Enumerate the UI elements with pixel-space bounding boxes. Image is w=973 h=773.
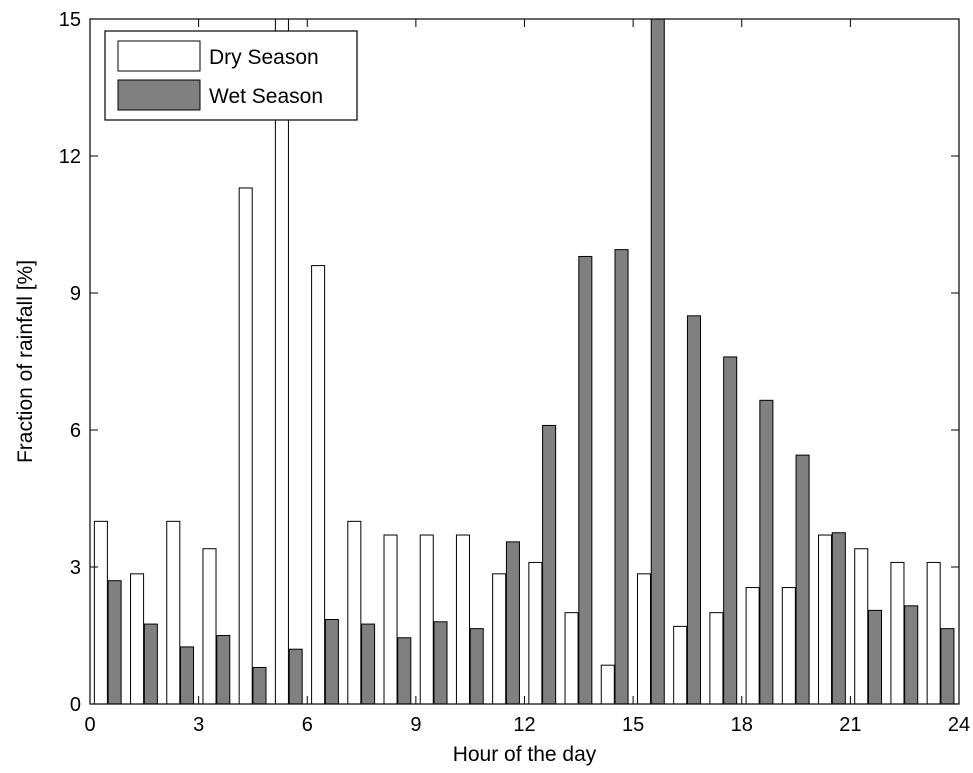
bar-wet-hour-2	[180, 646, 195, 705]
bar-dry-hour-17	[709, 612, 724, 705]
bar-dry-hour-13	[564, 612, 579, 705]
y-tick-label-12: 12	[59, 146, 81, 168]
y-tick-label-15: 15	[59, 9, 81, 31]
bar-wet-hour-17	[723, 356, 738, 705]
bar-dry-hour-7	[347, 520, 362, 705]
bar-wet-hour-6	[324, 619, 339, 705]
bar-wet-hour-10	[469, 628, 484, 705]
bar-wet-hour-21	[867, 609, 883, 705]
bar-dry-hour-0	[93, 520, 108, 705]
bar-wet-hour-18	[759, 399, 774, 705]
bar-dry-hour-18	[745, 587, 760, 705]
x-axis-label: Hour of the day	[453, 743, 597, 766]
x-tick-label-18: 18	[731, 714, 753, 736]
bar-dry-hour-3	[202, 548, 217, 705]
x-tick-label-24: 24	[948, 714, 970, 736]
bars-layer	[93, 18, 955, 705]
bar-dry-hour-4	[238, 187, 253, 705]
bar-wet-hour-23	[940, 628, 955, 705]
bar-wet-hour-5	[288, 648, 303, 705]
bar-wet-hour-7	[361, 623, 376, 705]
bar-dry-hour-16	[673, 625, 688, 705]
bar-dry-hour-14	[600, 664, 615, 705]
legend-label-wet-season: Wet Season	[209, 85, 323, 108]
y-tick-label-9: 9	[70, 283, 81, 305]
bar-dry-hour-15	[636, 573, 652, 705]
x-tick-label-3: 3	[193, 714, 204, 736]
bar-wet-hour-15	[650, 18, 665, 705]
bar-dry-hour-22	[890, 561, 905, 705]
y-tick-label-6: 6	[70, 420, 81, 442]
bar-wet-hour-11	[505, 541, 520, 705]
bar-wet-hour-0	[107, 580, 122, 705]
bar-wet-hour-3	[216, 635, 231, 705]
legend-label-dry-season: Dry Season	[209, 46, 319, 69]
bar-dry-hour-20	[818, 534, 833, 705]
bar-wet-hour-8	[397, 637, 412, 705]
y-tick-label-0: 0	[70, 694, 81, 716]
bar-dry-hour-23	[926, 561, 941, 705]
bar-wet-hour-22	[904, 605, 919, 705]
ticks-layer: 0 3 6 9 12 15 18 21 24 0 3 6 9 12 15	[59, 9, 970, 736]
legend-swatch-wet-season	[117, 79, 201, 111]
bar-dry-hour-19	[781, 587, 796, 705]
x-tick-label-12: 12	[513, 714, 535, 736]
bar-dry-hour-5	[274, 18, 289, 705]
bar-wet-hour-4	[252, 666, 267, 705]
bar-wet-hour-16	[686, 315, 701, 705]
bar-dry-hour-8	[383, 534, 398, 705]
x-tick-label-6: 6	[302, 714, 313, 736]
bar-dry-hour-12	[528, 561, 543, 705]
x-tick-label-0: 0	[84, 714, 95, 736]
x-tick-label-21: 21	[839, 714, 861, 736]
bar-wet-hour-19	[795, 454, 810, 705]
legend: Dry Season Wet Season	[104, 30, 358, 121]
bar-wet-hour-1	[143, 623, 158, 705]
bar-wet-hour-20	[831, 532, 846, 705]
bar-dry-hour-2	[166, 520, 181, 705]
y-axis-label: Fraction of rainfall [%]	[14, 260, 37, 463]
legend-swatch-dry-season	[117, 40, 201, 72]
bar-dry-hour-11	[492, 573, 507, 705]
bar-wet-hour-9	[433, 621, 448, 705]
bar-dry-hour-9	[419, 534, 434, 705]
bar-dry-hour-10	[455, 534, 470, 705]
bar-wet-hour-12	[542, 424, 557, 705]
x-tick-label-9: 9	[410, 714, 421, 736]
bar-dry-hour-21	[854, 548, 869, 705]
x-tick-label-15: 15	[622, 714, 644, 736]
y-tick-label-3: 3	[70, 557, 81, 579]
bar-dry-hour-6	[311, 265, 326, 705]
bar-dry-hour-1	[130, 573, 145, 705]
bar-wet-hour-13	[578, 255, 593, 705]
bar-wet-hour-14	[614, 249, 629, 705]
